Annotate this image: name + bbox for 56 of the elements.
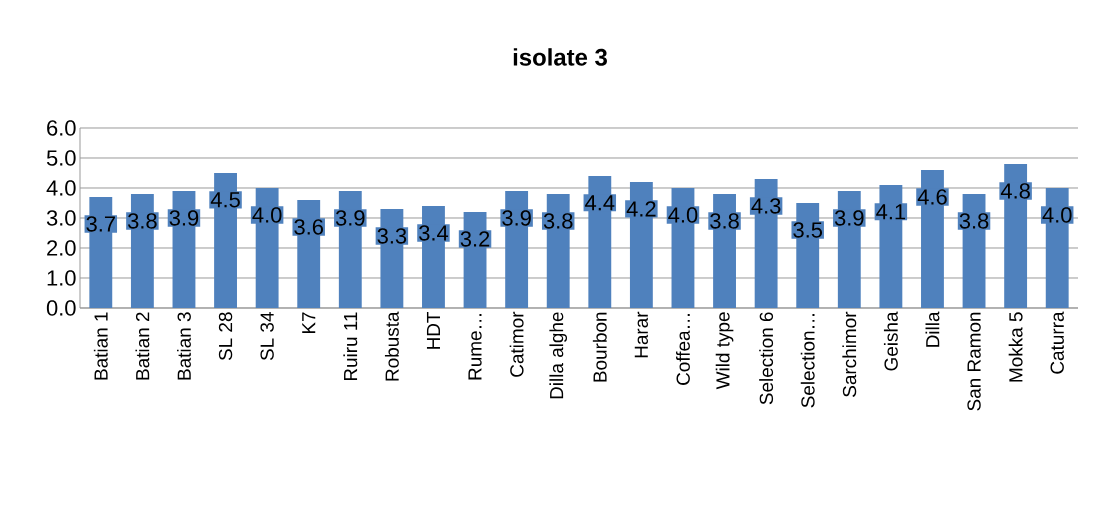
- data-label: 3.6: [294, 219, 323, 235]
- data-label: 4.3: [751, 198, 781, 214]
- data-label: 4.0: [668, 207, 698, 223]
- y-tick-label: 6.0: [47, 120, 76, 136]
- data-label: 4.8: [1000, 183, 1030, 199]
- data-label: 3.5: [793, 222, 823, 238]
- x-tick-label: Bourbon: [592, 312, 607, 382]
- data-label: 3.3: [377, 228, 407, 244]
- data-label: 3.9: [335, 210, 365, 226]
- x-tick-label: Catimor: [509, 311, 524, 377]
- x-tick-label: Batian 3: [177, 312, 191, 380]
- data-label: 4.6: [917, 189, 947, 205]
- x-tick-label: Robusta: [384, 311, 399, 381]
- y-tick-label: 3.0: [46, 210, 76, 226]
- x-tick-label: HDT: [426, 311, 440, 349]
- x-tick-label: Harar: [634, 311, 648, 358]
- data-label: 4.0: [252, 207, 282, 223]
- x-tick-label: Mokka 5: [1008, 312, 1023, 382]
- data-label: 4.0: [1042, 207, 1072, 223]
- x-tick-label: Batian 1: [93, 312, 108, 380]
- x-tick-label: Wild type: [715, 312, 734, 390]
- y-tick-label: 2.0: [47, 240, 76, 256]
- x-tick-label: San Ramon: [967, 312, 981, 411]
- x-tick-label: SL 28: [218, 312, 233, 361]
- x-tick-label: Sarchimor: [842, 311, 857, 397]
- data-label: 3.9: [169, 210, 199, 226]
- x-tick-label: Coffea…: [676, 314, 690, 385]
- data-label: 3.9: [502, 210, 531, 226]
- data-label: 3.2: [460, 231, 490, 247]
- y-tick-label: 0.0: [46, 300, 76, 316]
- x-tick-label: SL 34: [260, 312, 274, 361]
- x-tick-label: Rume…: [468, 314, 482, 380]
- data-label: 3.8: [127, 213, 157, 229]
- x-tick-label: Dilla: [925, 311, 940, 347]
- x-tick-label: Caturra: [1050, 311, 1064, 374]
- x-tick-label: Batian 2: [135, 312, 150, 380]
- data-label: 3.4: [419, 225, 449, 241]
- x-tick-label: Dilla alghe: [549, 312, 568, 399]
- data-label: 3.8: [543, 213, 573, 229]
- data-label: 3.9: [834, 210, 864, 226]
- x-tick-label: K7: [302, 312, 316, 334]
- data-label: 4.5: [210, 192, 240, 208]
- x-tick-label: Ruiru 11: [343, 312, 358, 381]
- chart-title: isolate 3: [513, 48, 607, 66]
- y-tick-label: 4.0: [46, 180, 76, 196]
- data-label: 4.2: [626, 201, 656, 217]
- data-label: 4.4: [585, 195, 615, 211]
- y-tick-label: 1.0: [47, 270, 76, 286]
- data-label: 3.8: [959, 213, 989, 229]
- x-tick-label: Selection…: [800, 314, 815, 408]
- data-label: 3.7: [86, 216, 115, 232]
- x-tick-label: Selection 6: [759, 312, 774, 405]
- y-tick-label: 5.0: [46, 150, 76, 166]
- data-label: 4.1: [876, 204, 906, 220]
- data-label: 3.8: [710, 213, 739, 229]
- x-tick-label: Geisha: [883, 311, 898, 371]
